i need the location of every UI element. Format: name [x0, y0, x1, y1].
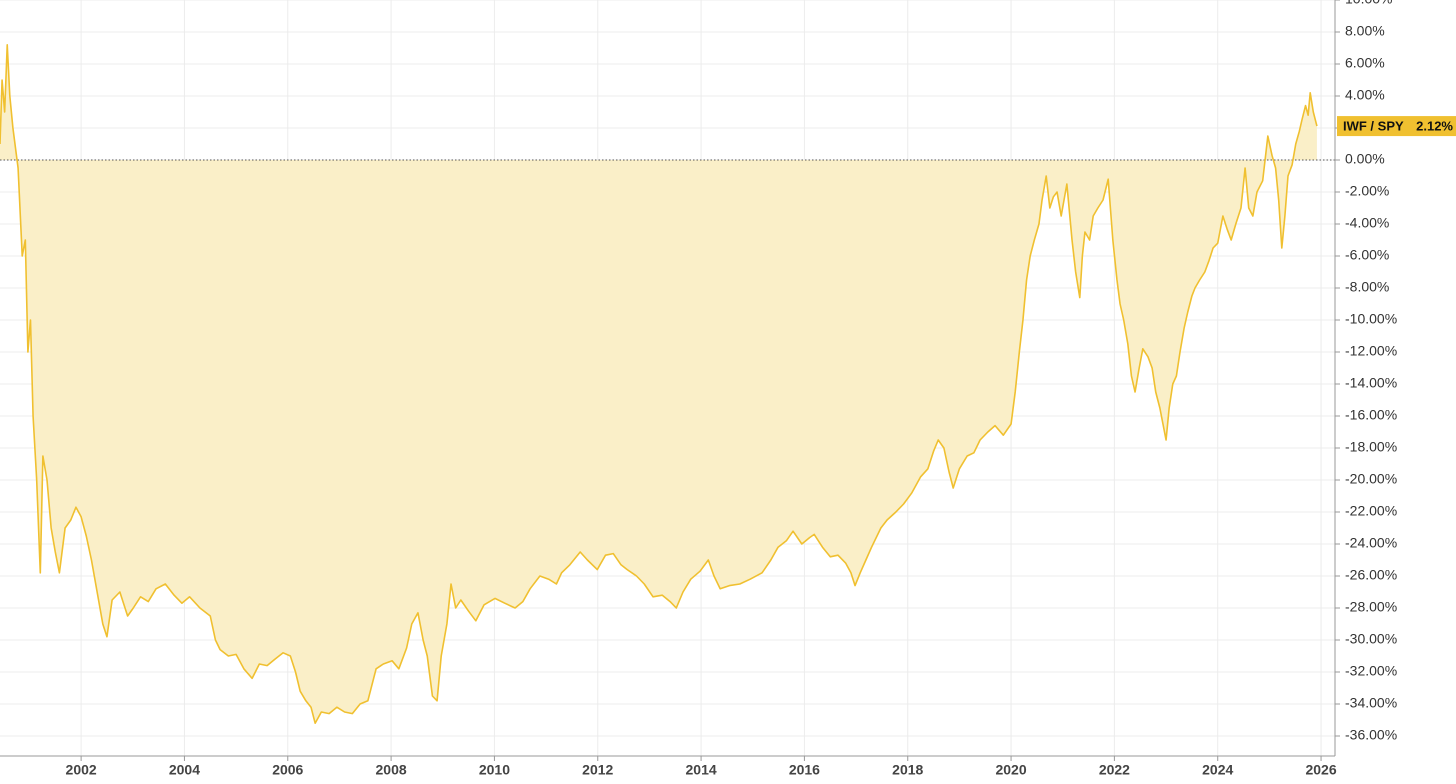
value-label: 2.12% — [1416, 119, 1453, 134]
y-tick-label: -2.00% — [1345, 183, 1389, 199]
x-tick-label: 2020 — [995, 762, 1026, 778]
y-tick-label: -24.00% — [1345, 535, 1397, 551]
y-tick-label: -16.00% — [1345, 407, 1397, 423]
y-tick-label: -22.00% — [1345, 503, 1397, 519]
y-tick-label: -30.00% — [1345, 631, 1397, 647]
y-tick-label: -18.00% — [1345, 439, 1397, 455]
y-tick-label: -12.00% — [1345, 343, 1397, 359]
y-tick-label: 4.00% — [1345, 87, 1385, 103]
y-tick-label: -10.00% — [1345, 311, 1397, 327]
y-tick-label: -14.00% — [1345, 375, 1397, 391]
y-tick-label: -4.00% — [1345, 215, 1389, 231]
x-tick-label: 2024 — [1202, 762, 1233, 778]
x-tick-label: 2012 — [582, 762, 613, 778]
y-tick-label: -36.00% — [1345, 727, 1397, 743]
x-tick-label: 2010 — [479, 762, 510, 778]
y-tick-label: -34.00% — [1345, 695, 1397, 711]
y-tick-label: -20.00% — [1345, 471, 1397, 487]
x-tick-label: 2014 — [686, 762, 717, 778]
area-fill — [0, 44, 1317, 724]
x-tick-label: 2022 — [1099, 762, 1130, 778]
y-tick-label: 10.00% — [1345, 0, 1392, 7]
y-tick-label: -8.00% — [1345, 279, 1389, 295]
y-tick-label: 8.00% — [1345, 23, 1385, 39]
y-tick-label: -26.00% — [1345, 567, 1397, 583]
x-tick-label: 2008 — [376, 762, 407, 778]
y-tick-label: -28.00% — [1345, 599, 1397, 615]
y-tick-label: 6.00% — [1345, 55, 1385, 71]
x-tick-label: 2016 — [789, 762, 820, 778]
x-tick-label: 2006 — [272, 762, 303, 778]
x-tick-label: 2018 — [892, 762, 923, 778]
series-line — [0, 44, 1318, 724]
x-tick-label: 2026 — [1305, 762, 1336, 778]
x-tick-label: 2004 — [169, 762, 200, 778]
x-tick-label: 2002 — [66, 762, 97, 778]
plot — [0, 44, 1335, 724]
series-name: IWF / SPY — [1343, 119, 1404, 134]
y-tick-label: 0.00% — [1345, 151, 1385, 167]
last-value-badge — [1337, 116, 1456, 137]
y-tick-label: -6.00% — [1345, 247, 1389, 263]
y-tick-label: -32.00% — [1345, 663, 1397, 679]
